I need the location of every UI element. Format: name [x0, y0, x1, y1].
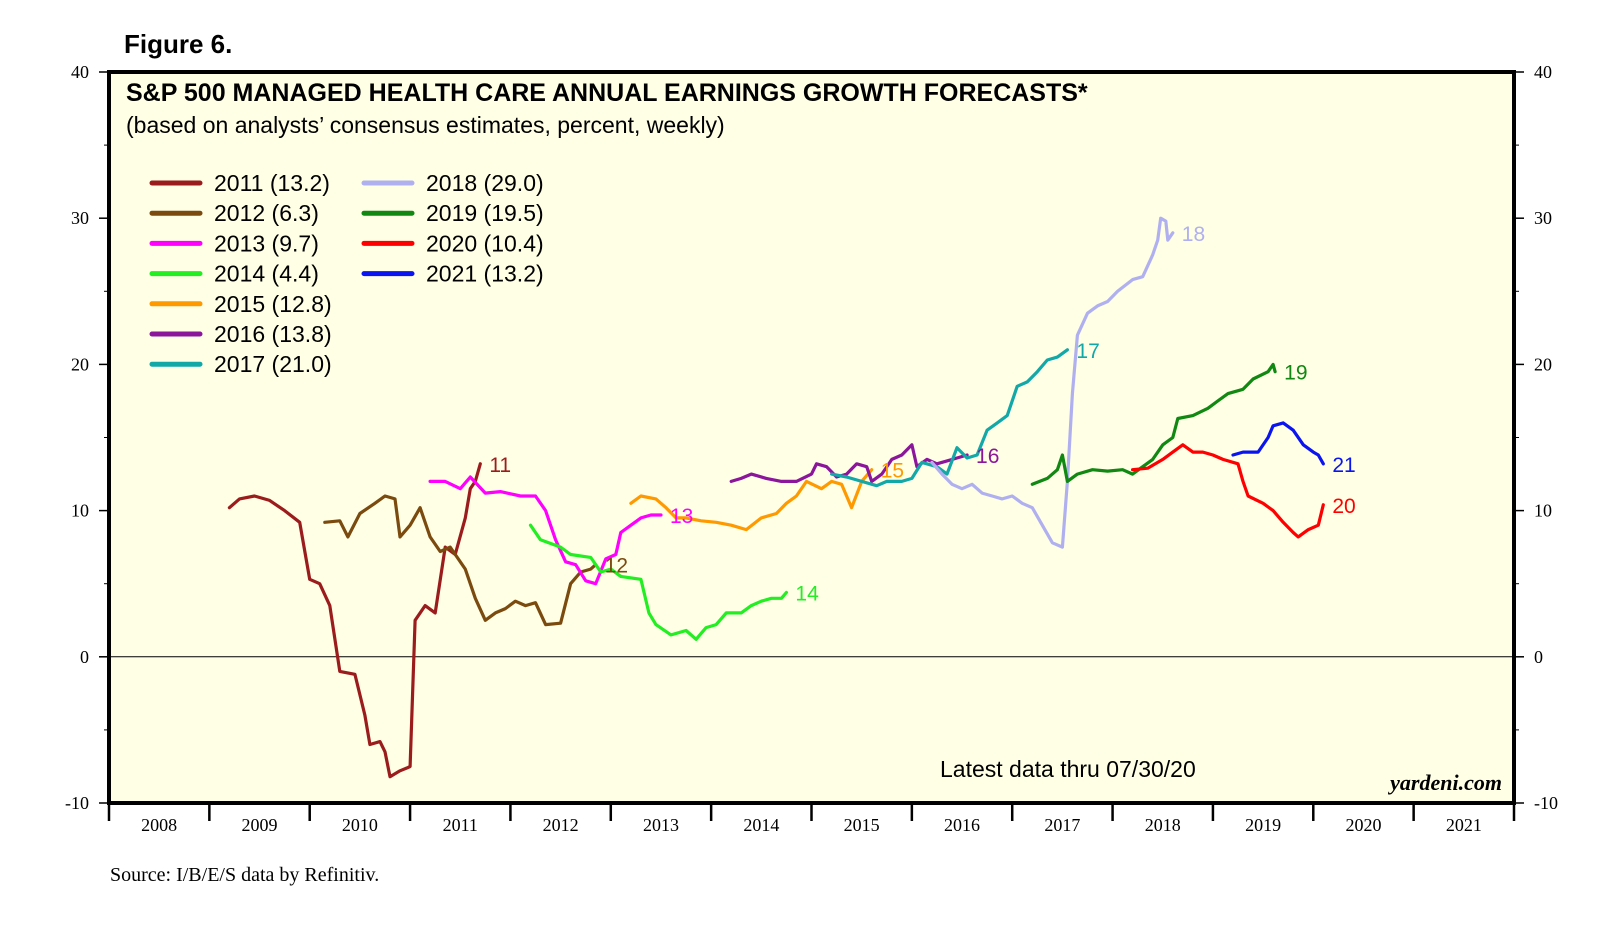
chart-subtitle: (based on analysts’ consensus estimates,… — [126, 112, 725, 138]
series-line-y2013 — [428, 475, 663, 586]
y-tick-label-left: 20 — [71, 354, 89, 374]
x-tick-label: 2010 — [342, 815, 378, 835]
chart-title: S&P 500 MANAGED HEALTH CARE ANNUAL EARNI… — [126, 79, 1088, 107]
y-tick-label-right: 40 — [1534, 62, 1552, 82]
plot-frame — [107, 70, 1516, 805]
y-tick-label-right: -10 — [1534, 793, 1558, 813]
x-tick-label: 2008 — [141, 815, 177, 835]
series-end-label-y2012: 12 — [605, 555, 628, 578]
legend-label: 2020 (10.4) — [426, 230, 544, 256]
series-end-label-y2011: 11 — [489, 454, 511, 477]
y-tick-label-left: 30 — [71, 208, 89, 228]
x-tick-label: 2017 — [1044, 815, 1080, 835]
series-line-y2016 — [729, 443, 969, 483]
legend-label: 2011 (13.2) — [214, 170, 330, 196]
y-axis-left: -10 0 10 20 30 40 — [65, 62, 109, 813]
legend-item-y2019: 2019 (19.5) — [361, 200, 544, 226]
series-end-label-y2014: 14 — [795, 582, 819, 605]
x-tick-label: 2016 — [944, 815, 980, 835]
legend-label: 2018 (29.0) — [426, 170, 544, 196]
legend-item-y2013: 2013 (9.7) — [149, 230, 319, 256]
y-tick-label-left: 10 — [71, 501, 89, 521]
legend: 2011 (13.2) 2012 (6.3) 2013 (9.7) 2014 (4.4… — [149, 170, 544, 377]
watermark: yardeni.com — [1387, 770, 1502, 795]
x-tick-label: 2012 — [543, 815, 579, 835]
series-end-labels: 11 12 13 14 15 16 17 18 19 20 21 — [489, 223, 1355, 606]
x-tick-label: 2014 — [743, 815, 779, 835]
legend-label: 2016 (13.8) — [214, 321, 332, 347]
x-tick-label: 2021 — [1446, 815, 1482, 835]
series-end-label-y2021: 21 — [1332, 454, 1355, 477]
legend-item-y2014: 2014 (4.4) — [149, 261, 319, 287]
x-tick-label: 2011 — [443, 815, 478, 835]
source-note: Source: I/B/E/S data by Refinitiv. — [110, 864, 379, 886]
legend-item-y2018: 2018 (29.0) — [361, 170, 544, 196]
legend-label: 2014 (4.4) — [214, 261, 319, 287]
series-end-label-y2013: 13 — [670, 505, 693, 528]
x-tick-label: 2015 — [844, 815, 880, 835]
legend-item-y2017: 2017 (21.0) — [149, 351, 332, 377]
legend-item-y2015: 2015 (12.8) — [149, 291, 332, 317]
x-tick-label: 2013 — [643, 815, 679, 835]
series-end-label-y2020: 20 — [1332, 495, 1355, 518]
y-tick-label-right: 10 — [1534, 501, 1552, 521]
legend-item-y2011: 2011 (13.2) — [149, 170, 330, 196]
y-tick-label-left: -10 — [65, 793, 89, 813]
y-tick-label-right: 30 — [1534, 208, 1552, 228]
y-tick-label-left: 40 — [71, 62, 89, 82]
x-axis: 2008 2009 2010 2011 2012 2013 2014 2015 2016 2017… — [107, 803, 1516, 835]
legend-label: 2015 (12.8) — [214, 291, 332, 317]
x-tick-label: 2018 — [1145, 815, 1181, 835]
y-axis-right: -10 0 10 20 30 40 — [1514, 62, 1558, 813]
y-tick-label-right: 20 — [1534, 354, 1552, 374]
figure-label: Figure 6. — [124, 29, 232, 59]
series-end-label-y2017: 17 — [1076, 340, 1099, 363]
series-line-y2019 — [1030, 362, 1277, 486]
legend-item-y2021: 2021 (13.2) — [361, 261, 544, 287]
series-line-y2017 — [830, 348, 1069, 488]
x-tick-label: 2019 — [1245, 815, 1281, 835]
latest-data-note: Latest data thru 07/30/20 — [940, 756, 1196, 782]
series-line-y2021 — [1231, 421, 1325, 466]
series-lines — [227, 216, 1325, 779]
series-end-label-y2015: 15 — [881, 460, 904, 483]
legend-item-y2016: 2016 (13.8) — [149, 321, 332, 347]
legend-label: 2021 (13.2) — [426, 261, 544, 287]
y-tick-label-left: 0 — [80, 647, 89, 667]
plot-panel — [109, 72, 1514, 803]
legend-label: 2017 (21.0) — [214, 351, 332, 377]
series-end-label-y2019: 19 — [1284, 362, 1307, 385]
legend-label: 2012 (6.3) — [214, 200, 319, 226]
series-end-label-y2018: 18 — [1182, 223, 1205, 246]
series-line-y2011 — [227, 462, 482, 779]
series-end-label-y2016: 16 — [976, 445, 999, 468]
series-line-y2012 — [323, 494, 598, 627]
legend-label: 2019 (19.5) — [426, 200, 544, 226]
series-line-y2015 — [629, 468, 874, 532]
x-tick-label: 2020 — [1345, 815, 1381, 835]
series-line-y2020 — [1131, 443, 1325, 539]
legend-item-y2012: 2012 (6.3) — [149, 200, 319, 226]
y-tick-label-right: 0 — [1534, 647, 1543, 667]
legend-label: 2013 (9.7) — [214, 230, 319, 256]
x-tick-label: 2009 — [242, 815, 278, 835]
legend-item-y2020: 2020 (10.4) — [361, 230, 544, 256]
series-line-y2014 — [528, 523, 788, 641]
